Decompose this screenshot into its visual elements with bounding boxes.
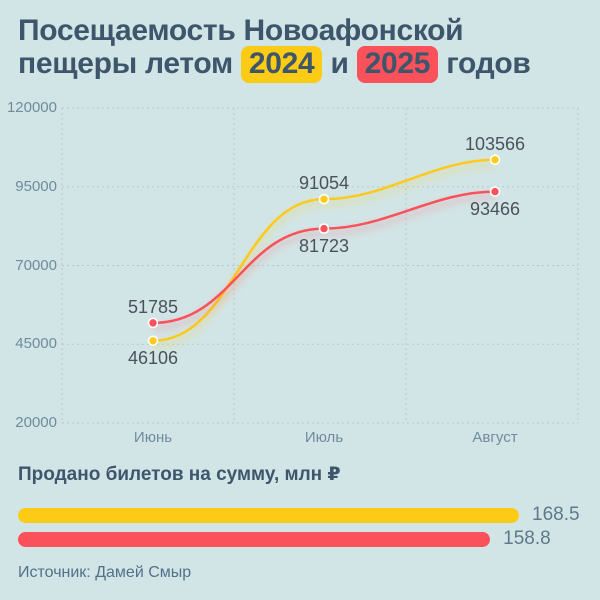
data-point-2025 — [318, 223, 330, 234]
title-line2-prefix: пещеры летом — [18, 47, 241, 80]
title-line1: Посещаемость Новоафонской — [18, 14, 464, 47]
bars-section-title: Продано билетов на сумму, млн ₽ — [18, 464, 341, 485]
data-point-2025 — [147, 317, 159, 329]
title-line2-middle: и — [322, 47, 357, 80]
page-title: Посещаемость Новоафонской пещеры летом 20… — [18, 14, 584, 83]
data-point-2025 — [489, 186, 501, 197]
title-line2-suffix: годов — [438, 47, 531, 80]
bar-row-2025: 158.8 — [18, 528, 551, 550]
bar-2025 — [18, 531, 491, 547]
data-point-2024 — [489, 154, 501, 166]
source-credit: Источник: Дамей Смыр — [18, 564, 192, 581]
bar-row-2024: 168.5 — [18, 504, 580, 526]
line-2025 — [151, 190, 497, 325]
year-badge-2024: 2024 — [240, 46, 323, 83]
line-2024 — [151, 158, 497, 343]
bar-value-2024: 168.5 — [532, 504, 580, 525]
bar-value-2025: 158.8 — [503, 528, 551, 549]
data-point-2024 — [147, 335, 159, 347]
year-badge-2025: 2025 — [356, 46, 439, 83]
data-point-2024 — [318, 193, 330, 205]
bar-2024 — [18, 507, 519, 523]
